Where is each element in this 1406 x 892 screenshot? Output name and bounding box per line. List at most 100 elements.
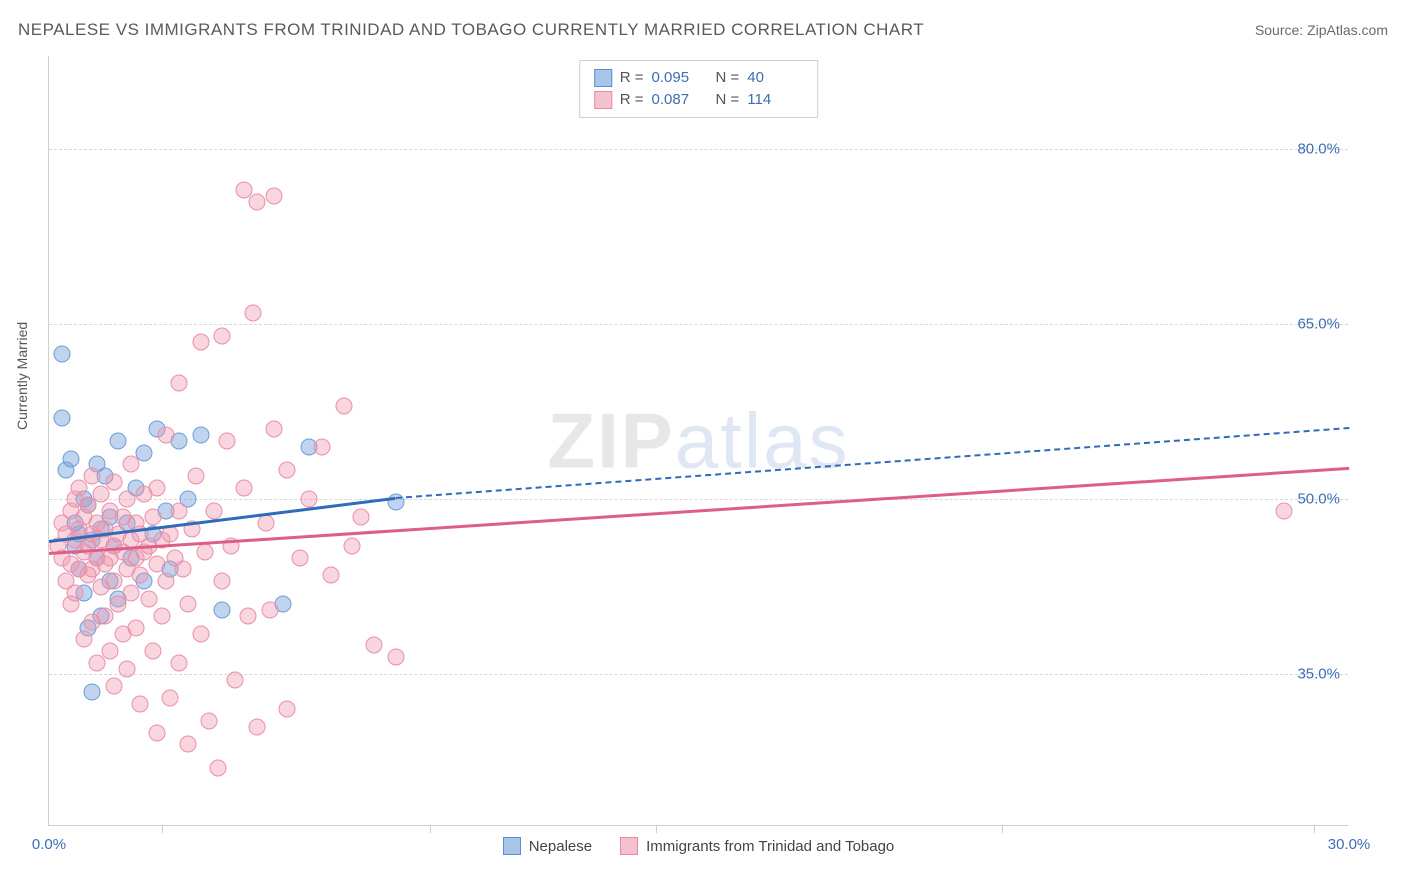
data-point-tt: [149, 724, 166, 741]
data-point-tt: [262, 602, 279, 619]
data-point-tt: [119, 660, 136, 677]
data-point-nepalese: [84, 683, 101, 700]
data-point-tt: [153, 608, 170, 625]
data-point-tt: [344, 538, 361, 555]
data-point-tt: [279, 462, 296, 479]
x-tick: [1002, 825, 1003, 833]
x-tick: [162, 825, 163, 833]
legend-R-label: R =: [620, 89, 644, 111]
header: NEPALESE VS IMMIGRANTS FROM TRINIDAD AND…: [18, 20, 1388, 40]
data-point-tt: [240, 608, 257, 625]
legend-N-label: N =: [716, 89, 740, 111]
data-point-tt: [171, 374, 188, 391]
data-point-tt: [179, 736, 196, 753]
chart-title: NEPALESE VS IMMIGRANTS FROM TRINIDAD AND…: [18, 20, 924, 40]
data-point-nepalese: [54, 345, 71, 362]
data-point-tt: [149, 555, 166, 572]
data-point-tt: [106, 678, 123, 695]
data-point-nepalese: [214, 602, 231, 619]
data-point-tt: [175, 561, 192, 578]
gridline: [49, 324, 1348, 325]
data-point-tt: [244, 304, 261, 321]
data-point-tt: [335, 398, 352, 415]
legend-R-value: 0.095: [652, 67, 708, 89]
data-point-tt: [145, 508, 162, 525]
y-axis-title: Currently Married: [14, 322, 30, 430]
legend-series-label: Immigrants from Trinidad and Tobago: [646, 838, 894, 855]
plot-area: ZIPatlas R =0.095N =40R =0.087N =114 Nep…: [48, 56, 1348, 826]
data-point-tt: [75, 631, 92, 648]
legend-swatch: [620, 837, 638, 855]
y-tick-label: 50.0%: [1297, 491, 1340, 508]
data-point-nepalese: [192, 427, 209, 444]
gridline: [49, 149, 1348, 150]
data-point-tt: [214, 328, 231, 345]
legend-R-value: 0.087: [652, 89, 708, 111]
legend-stats: R = 0.095 N = 40R = 0.087 N = 114: [579, 60, 819, 118]
data-point-nepalese: [62, 450, 79, 467]
data-point-tt: [236, 479, 253, 496]
x-tick-label: 0.0%: [32, 836, 66, 853]
data-point-tt: [123, 584, 140, 601]
data-point-tt: [205, 503, 222, 520]
legend-stat-row-tt: R = 0.087 N = 114: [594, 89, 804, 111]
legend-swatch: [594, 91, 612, 109]
data-point-tt: [162, 689, 179, 706]
data-point-tt: [132, 567, 149, 584]
data-point-tt: [132, 695, 149, 712]
x-tick: [1314, 825, 1315, 833]
data-point-tt: [257, 514, 274, 531]
legend-item-tt: Immigrants from Trinidad and Tobago: [620, 837, 894, 855]
data-point-tt: [67, 584, 84, 601]
data-point-nepalese: [54, 409, 71, 426]
data-point-tt: [101, 643, 118, 660]
legend-N-value: 114: [747, 89, 803, 111]
data-point-tt: [106, 473, 123, 490]
data-point-tt: [366, 637, 383, 654]
data-point-tt: [301, 491, 318, 508]
data-point-tt: [387, 648, 404, 665]
data-point-tt: [119, 491, 136, 508]
x-tick: [430, 825, 431, 833]
data-point-tt: [158, 427, 175, 444]
legend-swatch: [594, 69, 612, 87]
y-tick-label: 35.0%: [1297, 666, 1340, 683]
gridline: [49, 674, 1348, 675]
data-point-tt: [227, 672, 244, 689]
legend-N-label: N =: [716, 67, 740, 89]
data-point-tt: [145, 643, 162, 660]
data-point-tt: [266, 421, 283, 438]
data-point-tt: [188, 468, 205, 485]
data-point-tt: [171, 503, 188, 520]
legend-N-value: 40: [747, 67, 803, 89]
data-point-tt: [123, 456, 140, 473]
source-label: Source: ZipAtlas.com: [1255, 22, 1388, 38]
data-point-tt: [292, 549, 309, 566]
data-point-tt: [162, 526, 179, 543]
legend-stat-row-nepalese: R =0.095N =40: [594, 67, 804, 89]
data-point-tt: [322, 567, 339, 584]
data-point-tt: [249, 718, 266, 735]
data-point-tt: [218, 433, 235, 450]
data-point-tt: [171, 654, 188, 671]
trendline-extrapolated: [396, 427, 1349, 499]
data-point-tt: [84, 468, 101, 485]
data-point-tt: [140, 590, 157, 607]
data-point-tt: [201, 713, 218, 730]
data-point-tt: [266, 188, 283, 205]
x-tick-label: 30.0%: [1328, 836, 1371, 853]
data-point-tt: [192, 333, 209, 350]
data-point-tt: [214, 573, 231, 590]
data-point-tt: [314, 438, 331, 455]
data-point-tt: [1276, 503, 1293, 520]
data-point-nepalese: [110, 433, 127, 450]
data-point-tt: [179, 596, 196, 613]
y-tick-label: 65.0%: [1297, 316, 1340, 333]
watermark: ZIPatlas: [547, 395, 849, 486]
data-point-tt: [158, 573, 175, 590]
legend-series-label: Nepalese: [529, 838, 592, 855]
data-point-tt: [192, 625, 209, 642]
data-point-tt: [210, 759, 227, 776]
legend-swatch: [503, 837, 521, 855]
legend-series: Nepalese Immigrants from Trinidad and Tob…: [49, 837, 1348, 855]
